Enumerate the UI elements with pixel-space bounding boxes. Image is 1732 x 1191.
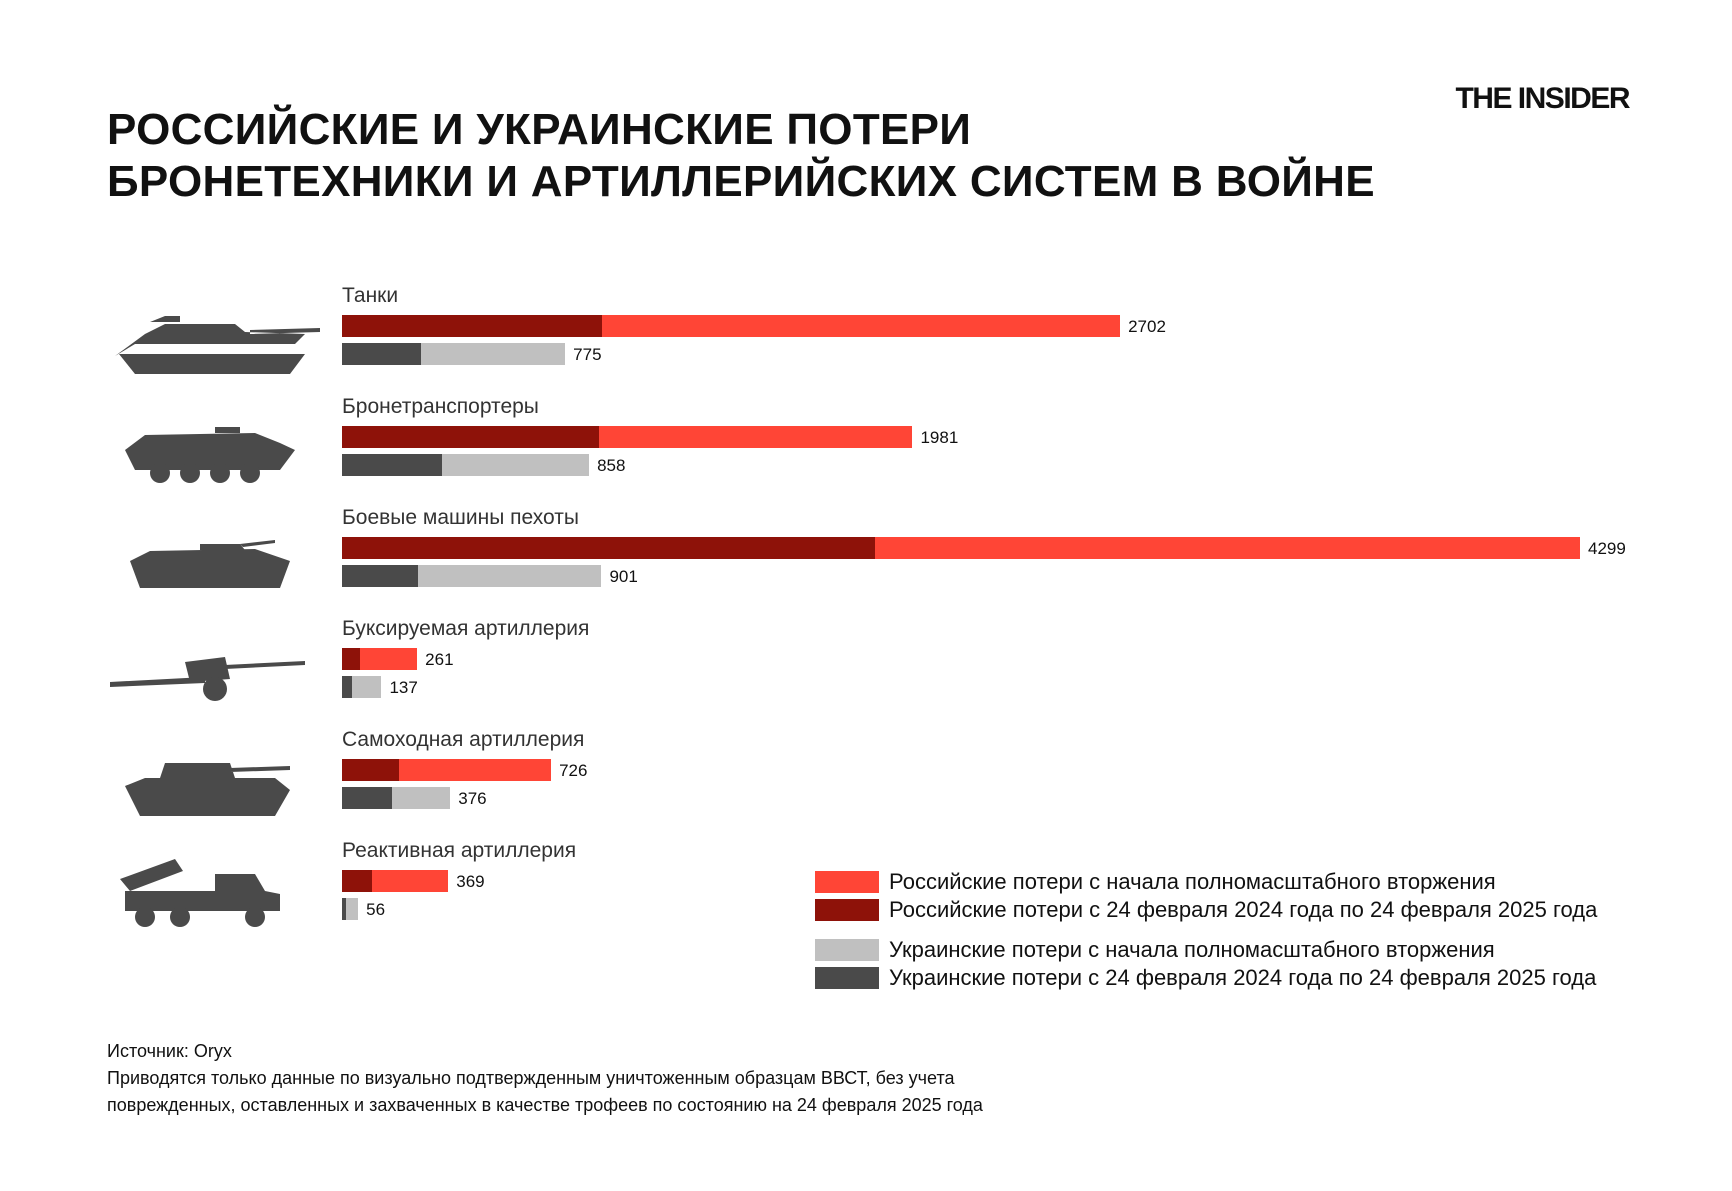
category-row: Бронетранспортеры 1981 858 (0, 395, 1732, 506)
legend-item: Украинские потери с 24 февраля 2024 года… (815, 964, 1597, 992)
legend: Российские потери с начала полномасштабн… (815, 868, 1597, 992)
bar-ukraine (342, 787, 451, 809)
value-label-ukraine: 56 (366, 900, 386, 919)
value-label-russia: 4299 (1588, 539, 1626, 558)
legend-swatch (815, 939, 879, 961)
category-label: Буксируемая артиллерия (342, 617, 590, 640)
bar-ukraine-year (342, 676, 353, 698)
logo: THE INSIDER (1455, 82, 1630, 115)
legend-swatch (815, 899, 879, 921)
legend-label: Украинские потери с начала полномасштабн… (889, 937, 1495, 962)
bar-ukraine (342, 454, 590, 476)
category-row: Боевые машины пехоты 4299 901 (0, 506, 1732, 617)
category-row: Самоходная артиллерия 726 376 (0, 728, 1732, 839)
bar-russia (342, 537, 1580, 559)
bar-russia (342, 870, 449, 892)
value-label-ukraine: 901 (609, 567, 638, 586)
chart-title: РОССИЙСКИЕ И УКРАИНСКИЕ ПОТЕРИ БРОНЕТЕХН… (107, 104, 1375, 208)
category-row: Реактивная артиллерия 369 56 (0, 839, 1732, 950)
legend-item: Украинские потери с начала полномасштабн… (815, 936, 1597, 964)
category-row: Буксируемая артиллерия 261 137 (0, 617, 1732, 728)
legend-label: Российские потери с 24 февраля 2024 года… (889, 897, 1598, 922)
rocket-artillery-icon (120, 859, 280, 927)
value-label-russia: 2702 (1128, 317, 1166, 336)
ifv-icon (130, 540, 290, 588)
bar-russia-year (342, 315, 602, 337)
bar-russia-year (342, 537, 875, 559)
tank-icon (115, 316, 320, 374)
bar-ukraine-year (342, 898, 347, 920)
bar-russia-year (342, 648, 360, 670)
note-line: поврежденных, оставленных и захваченных … (107, 1095, 983, 1115)
bar-ukraine (342, 676, 382, 698)
value-label-ukraine: 376 (458, 789, 487, 808)
bar-russia-year (342, 870, 372, 892)
legend-swatch (815, 967, 879, 989)
value-label-russia: 1981 (920, 428, 959, 447)
legend-swatch (815, 871, 879, 893)
legend-item: Российские потери с 24 февраля 2024 года… (815, 896, 1597, 924)
category-row: Танки 2702 775 (0, 284, 1732, 395)
category-label: Реактивная артиллерия (342, 839, 577, 862)
legend-item: Российские потери с начала полномасштабн… (815, 868, 1597, 896)
bar-russia-year (342, 759, 400, 781)
legend-label: Российские потери с начала полномасштабн… (889, 869, 1496, 894)
bar-russia-year (342, 426, 599, 448)
bar-russia-total (342, 648, 418, 670)
bar-ukraine (342, 343, 566, 365)
self-propelled-artillery-icon (125, 763, 290, 816)
category-label: Танки (342, 284, 399, 307)
note-line: Приводятся только данные по визуально по… (107, 1068, 955, 1088)
towed-artillery-icon (110, 657, 305, 701)
legend-label: Украинские потери с 24 февраля 2024 года… (889, 965, 1597, 990)
title-line-2: БРОНЕТЕХНИКИ И АРТИЛЛЕРИЙСКИХ СИСТЕМ В В… (107, 157, 1375, 206)
footnote: Источник: Oryx Приводятся только данные … (107, 1038, 983, 1119)
category-label: Боевые машины пехоты (342, 506, 579, 529)
value-label-russia: 369 (456, 872, 485, 891)
bar-ukraine (342, 565, 602, 587)
bar-ukraine-year (342, 565, 419, 587)
bar-russia (342, 426, 913, 448)
bar-ukraine-year (342, 343, 422, 365)
value-label-ukraine: 775 (573, 345, 602, 364)
apc-icon (125, 427, 295, 483)
value-label-ukraine: 137 (389, 678, 418, 697)
category-label: Самоходная артиллерия (342, 728, 585, 751)
category-label: Бронетранспортеры (342, 395, 539, 418)
bar-ukraine-year (342, 787, 392, 809)
value-label-ukraine: 858 (597, 456, 626, 475)
value-label-russia: 261 (425, 650, 454, 669)
bar-ukraine-year (342, 454, 442, 476)
bar-russia (342, 759, 552, 781)
value-label-russia: 726 (559, 761, 588, 780)
bar-russia (342, 315, 1121, 337)
source: Источник: Oryx (107, 1041, 232, 1061)
bar-ukraine (342, 898, 359, 920)
title-line-1: РОССИЙСКИЕ И УКРАИНСКИЕ ПОТЕРИ (107, 105, 972, 154)
bar-russia (342, 648, 418, 670)
